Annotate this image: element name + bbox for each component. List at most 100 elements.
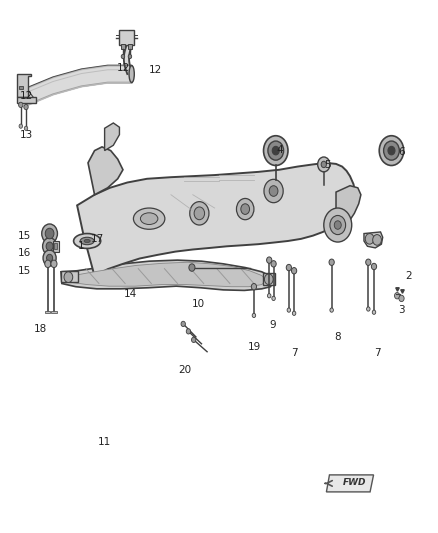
Polygon shape <box>263 273 275 285</box>
Circle shape <box>267 257 272 263</box>
Polygon shape <box>77 163 355 276</box>
Polygon shape <box>120 30 134 45</box>
Circle shape <box>18 102 23 108</box>
Text: 13: 13 <box>19 130 33 140</box>
Circle shape <box>329 259 334 265</box>
Circle shape <box>121 54 125 59</box>
Circle shape <box>395 293 400 299</box>
Circle shape <box>24 104 28 110</box>
Circle shape <box>324 208 352 242</box>
Text: 12: 12 <box>117 63 131 73</box>
Circle shape <box>264 136 288 165</box>
Circle shape <box>64 272 73 282</box>
Circle shape <box>371 263 377 270</box>
Bar <box>45 311 50 313</box>
Circle shape <box>241 204 250 214</box>
Text: 12: 12 <box>19 91 33 101</box>
Ellipse shape <box>134 208 165 229</box>
Circle shape <box>190 201 209 225</box>
Circle shape <box>330 308 333 312</box>
Bar <box>54 243 57 249</box>
Polygon shape <box>88 147 123 195</box>
Text: 8: 8 <box>335 332 341 342</box>
Circle shape <box>251 284 257 290</box>
Circle shape <box>321 161 326 167</box>
Text: 7: 7 <box>374 348 380 358</box>
Text: 14: 14 <box>124 289 138 299</box>
Ellipse shape <box>80 237 94 245</box>
Polygon shape <box>61 260 274 290</box>
Text: 5: 5 <box>324 160 331 171</box>
Circle shape <box>292 311 296 316</box>
Ellipse shape <box>84 239 90 243</box>
Circle shape <box>43 250 56 266</box>
Text: 18: 18 <box>34 324 47 334</box>
Text: 12: 12 <box>149 65 162 75</box>
Polygon shape <box>61 271 78 282</box>
Circle shape <box>286 264 291 271</box>
Text: FWD: FWD <box>343 478 366 487</box>
Circle shape <box>45 260 51 268</box>
Circle shape <box>268 141 284 160</box>
Circle shape <box>45 228 54 239</box>
Bar <box>128 44 132 49</box>
Circle shape <box>388 147 395 155</box>
Circle shape <box>271 261 276 267</box>
Bar <box>53 241 59 252</box>
Circle shape <box>272 147 279 155</box>
Circle shape <box>268 294 271 298</box>
Text: 15: 15 <box>18 231 32 241</box>
Circle shape <box>189 264 195 271</box>
Text: 16: 16 <box>18 248 32 258</box>
Circle shape <box>373 235 381 245</box>
Circle shape <box>51 260 57 268</box>
Text: 9: 9 <box>269 320 276 330</box>
Bar <box>121 44 125 49</box>
Text: 17: 17 <box>91 234 104 244</box>
Circle shape <box>24 126 28 131</box>
Polygon shape <box>364 232 383 248</box>
Ellipse shape <box>141 213 158 224</box>
Circle shape <box>265 274 273 285</box>
Text: 19: 19 <box>248 342 261 352</box>
Circle shape <box>269 185 278 196</box>
Circle shape <box>186 329 191 334</box>
Ellipse shape <box>129 66 134 83</box>
Ellipse shape <box>74 233 101 248</box>
Circle shape <box>372 310 376 314</box>
Circle shape <box>237 198 254 220</box>
Circle shape <box>287 308 290 312</box>
Circle shape <box>46 254 53 262</box>
Circle shape <box>128 54 132 59</box>
Polygon shape <box>17 98 35 103</box>
Text: 20: 20 <box>178 365 191 375</box>
Circle shape <box>384 141 399 160</box>
Circle shape <box>365 233 374 244</box>
Circle shape <box>194 207 205 220</box>
Circle shape <box>42 224 57 243</box>
Circle shape <box>366 259 371 265</box>
Circle shape <box>330 215 346 235</box>
Circle shape <box>291 268 297 274</box>
Text: 6: 6 <box>398 147 405 157</box>
Circle shape <box>264 179 283 203</box>
Circle shape <box>191 337 196 343</box>
Polygon shape <box>71 262 266 287</box>
Circle shape <box>318 157 330 172</box>
Text: 11: 11 <box>98 437 111 447</box>
Text: 10: 10 <box>191 298 205 309</box>
Text: 4: 4 <box>276 144 283 155</box>
Polygon shape <box>326 475 374 492</box>
Circle shape <box>42 238 57 255</box>
Polygon shape <box>105 123 120 151</box>
Polygon shape <box>336 185 361 228</box>
Text: 7: 7 <box>291 348 297 358</box>
Text: 1: 1 <box>78 241 85 251</box>
Text: 3: 3 <box>398 305 405 315</box>
Circle shape <box>379 136 404 165</box>
Circle shape <box>367 307 370 311</box>
Circle shape <box>399 295 404 302</box>
Circle shape <box>272 296 276 301</box>
Circle shape <box>252 313 256 318</box>
Text: 15: 15 <box>18 266 32 276</box>
